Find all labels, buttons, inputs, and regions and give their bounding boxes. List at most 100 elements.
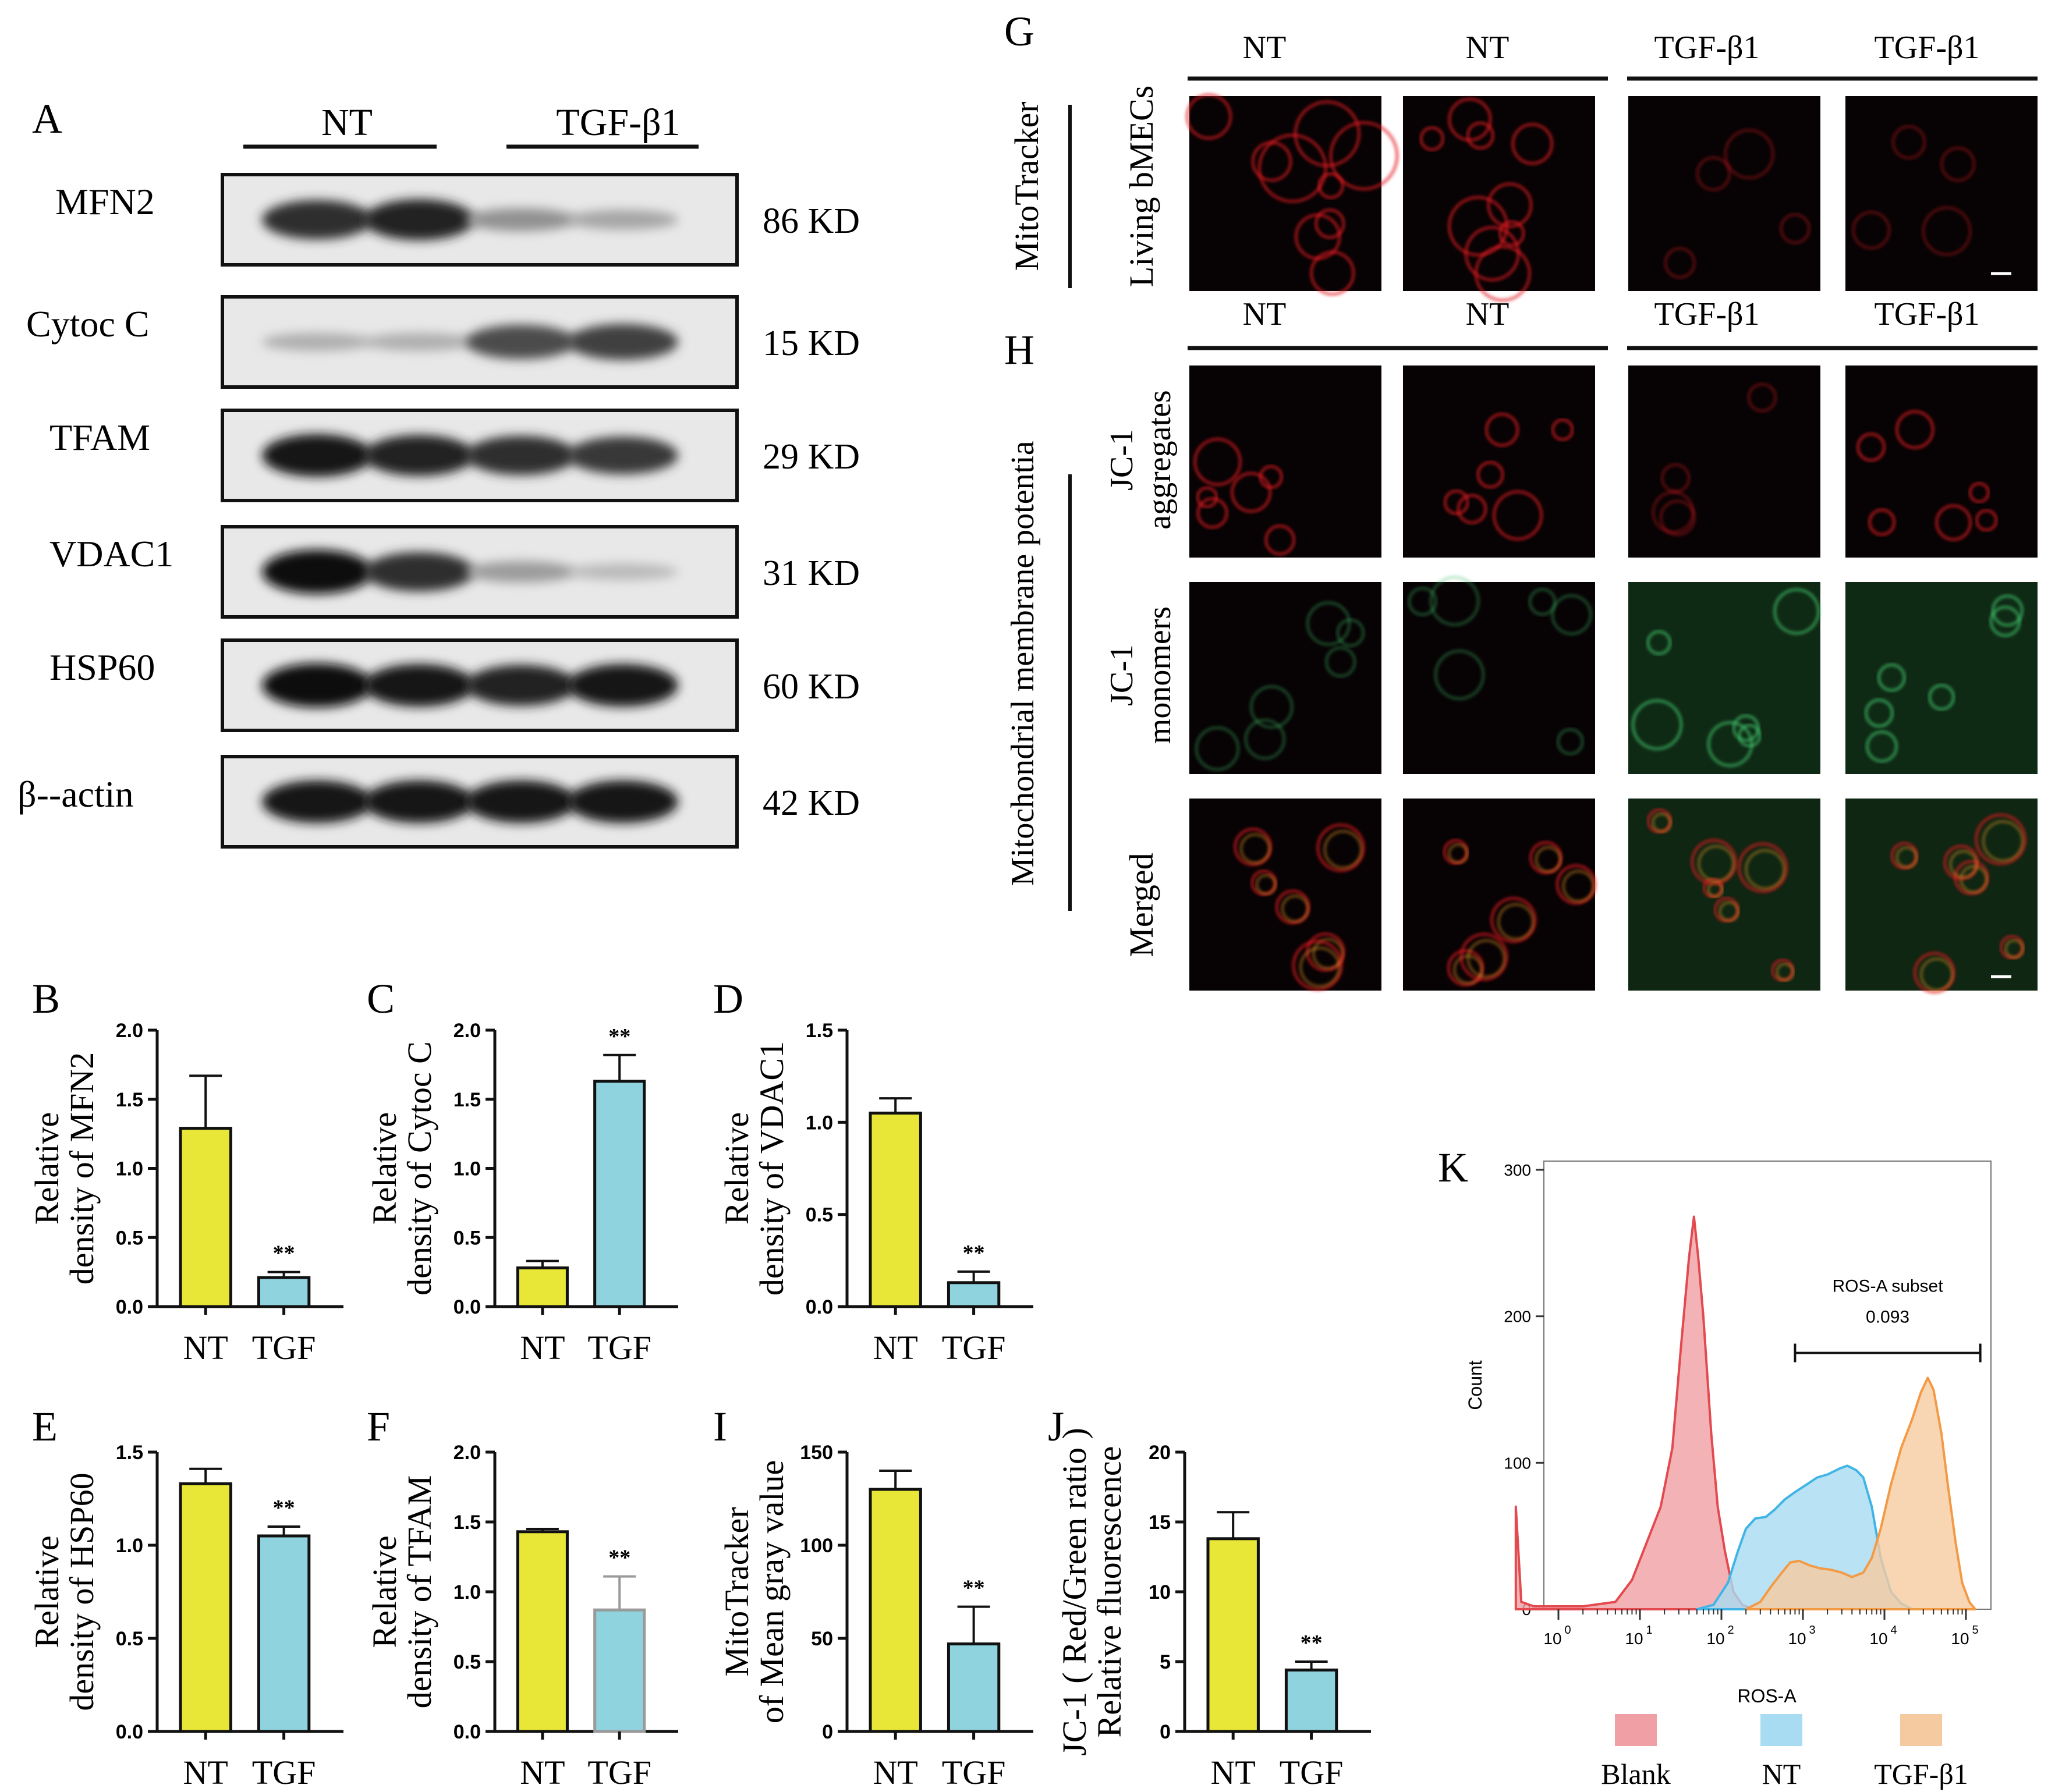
micrograph-background <box>1845 96 2038 291</box>
y-tick-label: 100 <box>800 1535 833 1557</box>
cell-signal <box>1336 619 1365 647</box>
y-tick-label: 200 <box>1504 1308 1531 1326</box>
cell-signal <box>1922 206 1972 256</box>
x-tick-label: TGF <box>942 1754 1006 1791</box>
h-row-label-mono-1: JC-1 <box>1104 644 1140 706</box>
cell-signal <box>1325 647 1356 677</box>
x-axis-label: ROS-A <box>1737 1685 1797 1706</box>
y-tick-label: 1.0 <box>453 1581 481 1603</box>
cell-signal <box>1866 730 1898 762</box>
blot-band <box>466 435 576 475</box>
cell-signal <box>1195 726 1239 771</box>
cell-signal-merged <box>1652 812 1672 833</box>
cell-signal <box>1485 413 1519 447</box>
legend-swatch <box>1615 1714 1657 1746</box>
bar <box>257 1276 311 1308</box>
cell-signal-merged <box>1312 938 1344 970</box>
blot-band <box>262 780 373 824</box>
panel-a-western-blot: A NT TGF-β1 MFN2 86 KD Cytoc C 15 KD TFAM 29 … <box>17 95 860 849</box>
cell-signal <box>1244 719 1285 760</box>
cell-signal <box>1646 630 1671 655</box>
cell-signal-merged <box>1497 903 1534 940</box>
micrograph-background <box>1403 799 1595 991</box>
blot-band <box>568 663 678 707</box>
blot-band <box>466 208 576 232</box>
panel-letter-f: F <box>367 1403 390 1450</box>
x-tick-label: NT <box>873 1329 918 1367</box>
micrograph-tile <box>1628 96 1820 291</box>
blot-band <box>568 780 678 824</box>
y-tick-label: 15 <box>1149 1511 1171 1534</box>
blot-band <box>364 780 474 824</box>
g-row-label-living: Living bMECs <box>1122 86 1160 287</box>
blot-band <box>364 552 474 592</box>
blot-band <box>568 437 678 474</box>
cell-signal <box>1865 698 1894 728</box>
protein-label: β--actin <box>17 773 134 815</box>
y-axis-label: of Mean gray value <box>753 1460 791 1724</box>
cell-signal <box>1434 650 1484 700</box>
legend-label: Blank <box>1601 1758 1670 1790</box>
cell-signal <box>1664 247 1696 279</box>
molecular-weight-label: 29 KD <box>763 437 860 477</box>
western-blot-row: TFAM 29 KD <box>49 409 860 502</box>
cell-signal <box>1196 497 1228 529</box>
cell-signal <box>1429 576 1480 626</box>
h-row-label-agg-1: JC-1 <box>1104 429 1140 491</box>
y-axis-label: Count <box>1465 1360 1486 1410</box>
molecular-weight-label: 15 KD <box>763 324 860 363</box>
y-tick-label: 1.0 <box>806 1112 833 1134</box>
group-label-tgf: TGF-β1 <box>556 101 680 144</box>
cell-signal-merged <box>1240 833 1270 864</box>
h-outer-label: Mitochondrial membrane potentia <box>1005 441 1041 886</box>
micrograph-tile <box>1628 582 1820 774</box>
h-row-label-merged: Merged <box>1122 853 1160 957</box>
blot-band <box>364 332 474 352</box>
cell-signal <box>1556 864 1596 904</box>
cell-signal <box>1264 524 1295 555</box>
cell-signal <box>1419 126 1444 151</box>
h-row-label-mono-2: monomers <box>1142 606 1178 744</box>
blot-band <box>466 780 576 824</box>
y-tick-label: 0.0 <box>806 1296 833 1318</box>
western-blot-row: MFN2 86 KD <box>55 173 860 267</box>
y-tick-label: 0.0 <box>116 1296 143 1318</box>
x-tick-exponent: 4 <box>1890 1624 1897 1637</box>
y-axis-label: Relative <box>366 1112 403 1225</box>
cell-signal <box>1457 494 1487 524</box>
micrograph-background <box>1628 799 1820 991</box>
blot-band <box>262 549 373 594</box>
g-image-tiles <box>1186 94 2038 301</box>
histogram-series <box>1745 1376 1976 1610</box>
y-tick-label: 0.0 <box>116 1721 143 1743</box>
cell-signal <box>1193 438 1242 486</box>
cell-signal <box>1992 595 2024 627</box>
x-tick-exponent: 3 <box>1809 1624 1815 1637</box>
micrograph-background <box>1628 366 1820 558</box>
x-tick-label: NT <box>1211 1754 1256 1791</box>
bar <box>869 1488 922 1733</box>
micrograph-background <box>1403 96 1595 291</box>
micrograph-background <box>1628 96 1820 291</box>
g-col-label-4: TGF-β1 <box>1875 30 1980 66</box>
bar <box>516 1530 569 1733</box>
micrograph-background <box>1189 366 1381 558</box>
bar <box>593 1608 646 1733</box>
y-tick-label: 1.0 <box>453 1158 481 1180</box>
h-col-label-3: TGF-β1 <box>1654 296 1760 332</box>
cell-signal <box>1975 814 2026 865</box>
cell-signal <box>1773 588 1820 635</box>
cell-signal-merged <box>1719 902 1739 922</box>
x-tick-label: TGF <box>1280 1754 1344 1791</box>
y-tick-label: 0.5 <box>453 1651 481 1673</box>
h-row-label-agg-2: aggregates <box>1142 390 1178 529</box>
micrograph-tile <box>1845 799 2038 993</box>
cell-signal <box>1448 98 1492 141</box>
cell-signal <box>1868 509 1895 536</box>
g-col-label-1: NT <box>1243 30 1287 66</box>
blot-band <box>262 200 373 240</box>
gate-name: ROS-A subset <box>1833 1277 1944 1296</box>
x-tick-label: TGF <box>587 1329 651 1367</box>
y-tick-label: 0.5 <box>806 1204 833 1226</box>
